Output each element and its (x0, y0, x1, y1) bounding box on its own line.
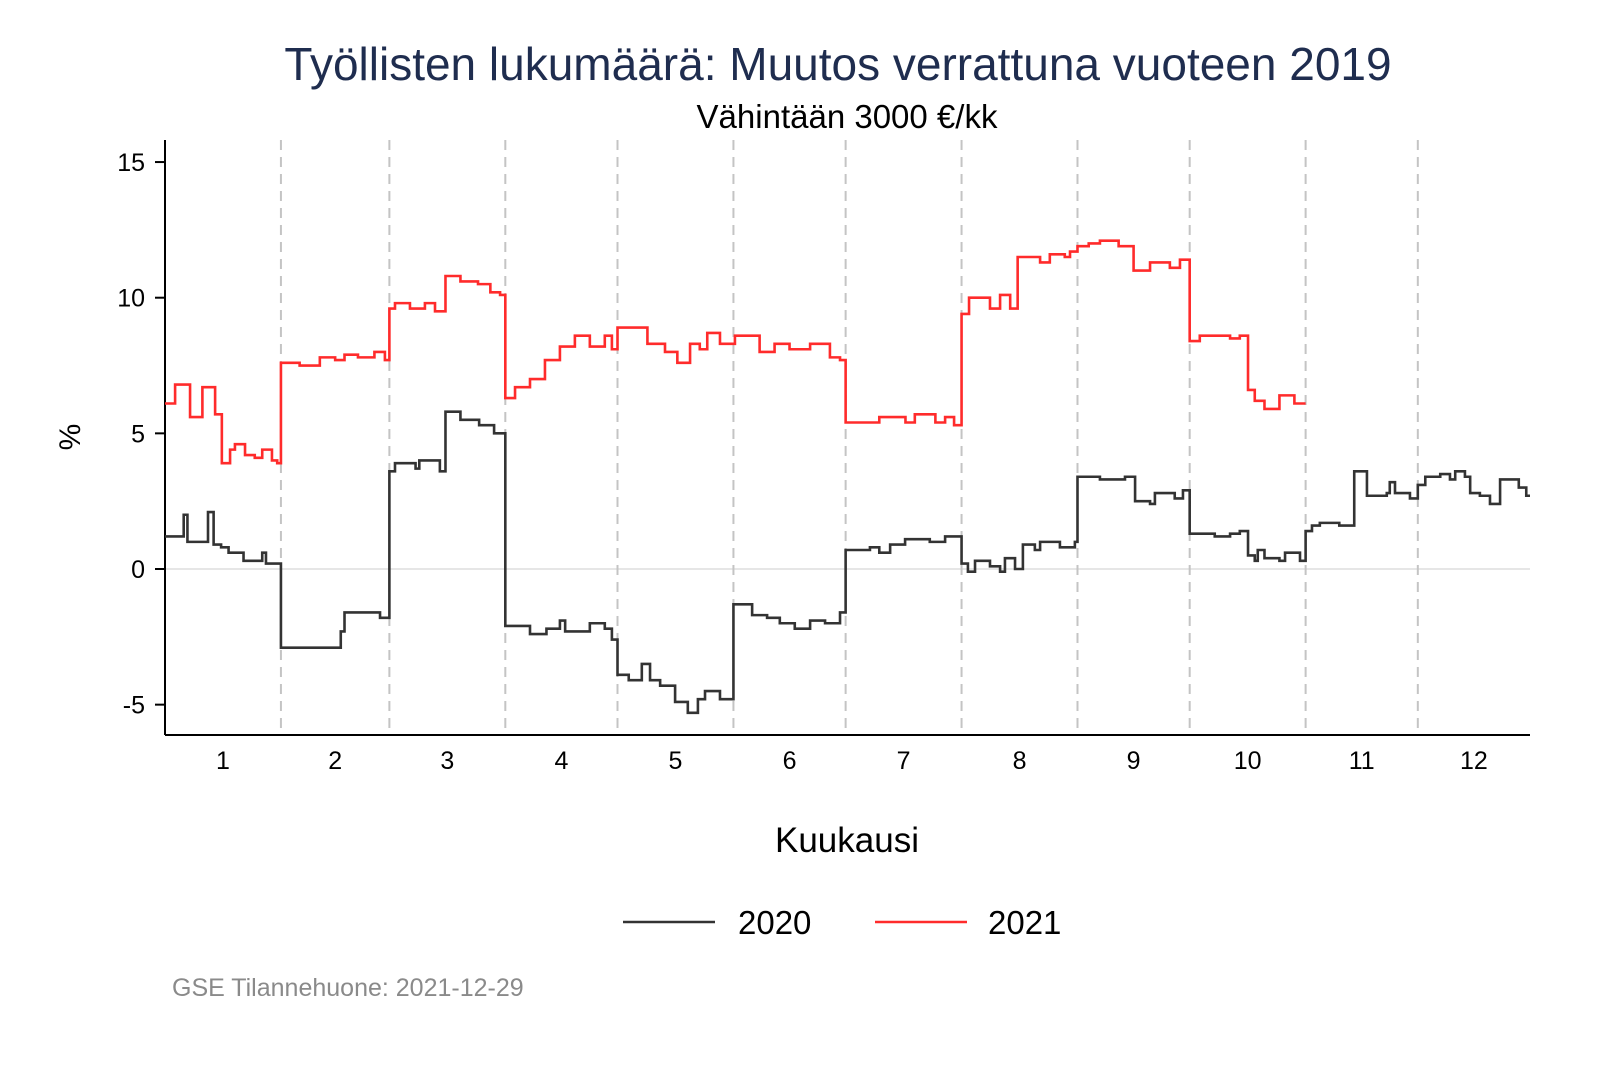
legend-label-2020: 2020 (738, 904, 811, 941)
x-tick-label: 1 (216, 747, 230, 775)
y-tick-label: 5 (131, 420, 145, 448)
legend-label-2021: 2021 (988, 904, 1061, 941)
x-tick-label: 4 (554, 747, 568, 775)
y-axis-label: % (54, 424, 87, 451)
y-tick-label: 10 (117, 285, 145, 313)
grid-layer (165, 140, 1530, 735)
x-tick-label: 10 (1234, 747, 1262, 775)
x-tick-label: 8 (1013, 747, 1027, 775)
legend: 2020 2021 (623, 904, 1061, 941)
x-tick-label: 2 (328, 747, 342, 775)
y-tick-label: 0 (131, 556, 145, 584)
y-tick-label: -5 (123, 692, 145, 720)
x-tick-label: 6 (783, 747, 797, 775)
series-line-2020 (165, 410, 1530, 715)
y-tick-label: 15 (117, 149, 145, 177)
x-tick-label: 5 (669, 747, 683, 775)
x-tick-label: 12 (1460, 747, 1488, 775)
x-tick-label: 7 (897, 747, 911, 775)
series-line-2021 (165, 239, 1306, 465)
series-layer (165, 239, 1530, 715)
source-note: GSE Tilannehuone: 2021-12-29 (172, 974, 524, 1002)
x-tick-label: 9 (1127, 747, 1141, 775)
chart-subtitle: Vähintään 3000 €/kk (697, 98, 998, 135)
x-axis-label: Kuukausi (775, 821, 919, 860)
x-tick-label: 11 (1349, 747, 1375, 775)
x-tick-label: 3 (440, 747, 454, 775)
chart-title: Työllisten lukumäärä: Muutos verrattuna … (284, 38, 1391, 90)
